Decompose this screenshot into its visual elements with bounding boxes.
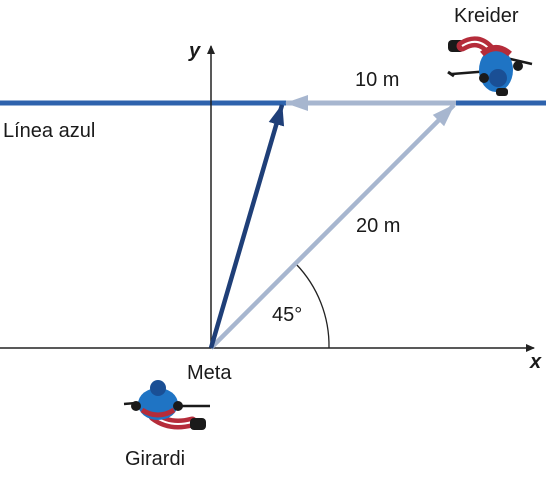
y-axis-label: y (188, 40, 201, 62)
girardi-label: Girardi (125, 448, 185, 470)
long-vector-arrow (209, 103, 456, 350)
angle-arc (295, 263, 330, 349)
long-vector-label: 20 m (356, 215, 400, 237)
blue-line-label: Línea azul (3, 120, 95, 142)
kreider-player-icon (447, 36, 533, 96)
angle-label: 45° (272, 304, 302, 326)
girardi-player-icon (123, 380, 210, 430)
resultant-vector-arrow (208, 104, 285, 349)
short-vector-label: 10 m (355, 69, 399, 91)
kreider-label: Kreider (454, 5, 519, 27)
x-axis-label: x (529, 351, 542, 373)
goal-label: Meta (187, 362, 232, 384)
